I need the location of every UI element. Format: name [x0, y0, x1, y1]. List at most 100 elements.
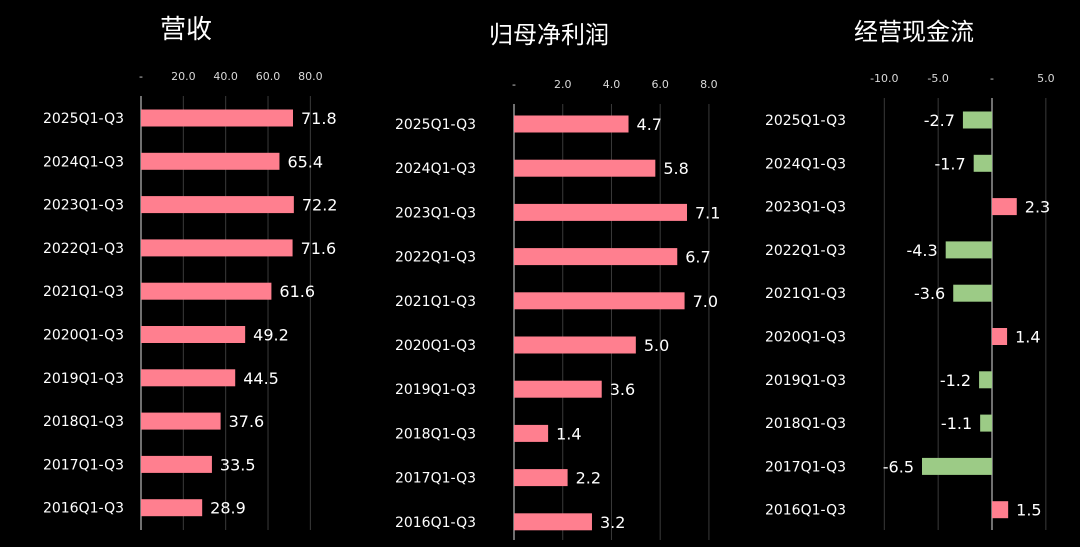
chart-1-value-label: 44.5	[243, 369, 279, 388]
chart-3-bar	[992, 328, 1008, 345]
chart-2-bar	[514, 513, 592, 531]
chart-2-tick-label: 4.0	[603, 78, 621, 91]
chart-3-tick-label: -10.0	[870, 72, 898, 85]
chart-2-bar	[514, 292, 685, 310]
chart-1-value-label: 61.6	[279, 282, 315, 301]
chart-1-category-label: 2022Q1-Q3	[43, 241, 124, 257]
chart-2-tick-label: 2.0	[554, 78, 572, 91]
chart-3-bar	[945, 241, 992, 259]
chart-3-category-label: 2023Q1-Q3	[765, 200, 846, 216]
chart-1-tick-label: 60.0	[256, 70, 281, 83]
chart-1-tick-label: 20.0	[171, 70, 196, 83]
chart-1-bar	[141, 196, 294, 214]
chart-3-category-label: 2017Q1-Q3	[765, 459, 846, 475]
chart-2-value-label: 5.0	[644, 336, 669, 355]
chart-1-bar	[141, 109, 293, 127]
chart-3-value-label: -1.2	[940, 371, 971, 390]
chart-1-value-label: 72.2	[302, 196, 338, 215]
chart-3-category-label: 2018Q1-Q3	[765, 416, 846, 432]
chart-2-bar	[514, 380, 602, 398]
chart-1-bar	[141, 326, 246, 343]
chart-3-value-label: -1.7	[934, 154, 965, 173]
chart-3-title: 经营现金流	[854, 18, 974, 46]
chart-2-value-label: 3.2	[600, 513, 625, 532]
chart-3-bar	[979, 371, 992, 389]
chart-1-value-label: 33.5	[220, 455, 256, 474]
chart-1-bar	[141, 412, 221, 430]
chart-3-value-label: -6.5	[883, 457, 914, 476]
chart-1-category-label: 2025Q1-Q3	[43, 111, 124, 127]
chart-1-tick-label: 80.0	[298, 70, 323, 83]
chart-2-category-label: 2021Q1-Q3	[395, 294, 476, 310]
chart-2-category-label: 2017Q1-Q3	[395, 471, 476, 487]
chart-2-bar	[514, 248, 678, 266]
chart-1-title: 营收	[160, 15, 212, 45]
chart-1-bar	[141, 152, 280, 170]
chart-3-value-label: 1.5	[1016, 501, 1041, 520]
chart-2-category-label: 2023Q1-Q3	[395, 205, 476, 221]
chart-3-value-label: 2.3	[1025, 198, 1050, 217]
chart-1-tick-label: -	[139, 70, 143, 83]
chart-3-category-label: 2024Q1-Q3	[765, 156, 846, 172]
chart-2-category-label: 2024Q1-Q3	[395, 161, 476, 177]
chart-1-category-label: 2018Q1-Q3	[43, 414, 124, 430]
chart-1-bar	[141, 369, 236, 387]
chart-3-value-label: -1.1	[941, 414, 972, 433]
chart-2-bar	[514, 159, 656, 177]
chart-2-category-label: 2020Q1-Q3	[395, 338, 476, 354]
chart-3-tick-label: 5.0	[1037, 72, 1055, 85]
chart-2-bar	[514, 424, 549, 442]
chart-1-value-label: 71.6	[301, 239, 337, 258]
chart-1-value-label: 65.4	[287, 152, 323, 171]
chart-2-value-label: 5.8	[663, 159, 688, 178]
chart-3-category-label: 2016Q1-Q3	[765, 503, 846, 519]
chart-2-value-label: 6.7	[685, 248, 710, 267]
chart-2-title: 归母净利润	[489, 21, 609, 49]
chart-1-bar	[141, 499, 203, 517]
chart-3-value-label: 1.4	[1015, 328, 1040, 347]
chart-2-value-label: 7.0	[693, 292, 718, 311]
chart-1-category-label: 2021Q1-Q3	[43, 284, 124, 300]
chart-2-category-label: 2022Q1-Q3	[395, 250, 476, 266]
chart-3-category-label: 2020Q1-Q3	[765, 330, 846, 346]
chart-1-tick-label: 40.0	[213, 70, 238, 83]
chart-3-tick-label: -	[990, 72, 994, 85]
chart-1-bar	[141, 455, 212, 473]
chart-3-tick-label: -5.0	[927, 72, 948, 85]
chart-1-category-label: 2024Q1-Q3	[43, 154, 124, 170]
chart-2-bar	[514, 336, 636, 354]
chart-3-bar	[922, 457, 992, 475]
chart-2-category-label: 2019Q1-Q3	[395, 382, 476, 398]
chart-3-bar	[980, 414, 992, 432]
chart-1-category-label: 2017Q1-Q3	[43, 457, 124, 473]
chart-2-value-label: 1.4	[556, 424, 581, 443]
chart-2-category-label: 2018Q1-Q3	[395, 426, 476, 442]
chart-1-value-label: 28.9	[210, 499, 246, 518]
chart-3-bar	[973, 154, 992, 172]
chart-3-category-label: 2022Q1-Q3	[765, 243, 846, 259]
chart-1-category-label: 2019Q1-Q3	[43, 371, 124, 387]
chart-2-tick-label: -	[512, 78, 516, 91]
chart-3-category-label: 2019Q1-Q3	[765, 373, 846, 389]
chart-2-bar	[514, 203, 687, 221]
chart-2-tick-label: 8.0	[700, 78, 718, 91]
chart-2-tick-label: 6.0	[651, 78, 669, 91]
chart-1-category-label: 2020Q1-Q3	[43, 328, 124, 344]
chart-3-bar	[962, 111, 992, 129]
chart-2-bar	[514, 115, 629, 133]
chart-3-bar	[953, 284, 992, 302]
chart-1-category-label: 2023Q1-Q3	[43, 198, 124, 214]
chart-1-value-label: 71.8	[301, 109, 337, 128]
chart-2-category-label: 2025Q1-Q3	[395, 117, 476, 133]
chart-2-value-label: 3.6	[610, 380, 635, 399]
chart-2-value-label: 4.7	[637, 115, 662, 134]
chart-1-bar	[141, 239, 293, 257]
chart-2-value-label: 2.2	[576, 469, 601, 488]
chart-1-value-label: 49.2	[253, 326, 289, 345]
chart-3-bar	[992, 501, 1009, 519]
chart-3-value-label: -3.6	[914, 284, 945, 303]
chart-3-category-label: 2021Q1-Q3	[765, 286, 846, 302]
chart-3-value-label: -2.7	[924, 111, 955, 130]
